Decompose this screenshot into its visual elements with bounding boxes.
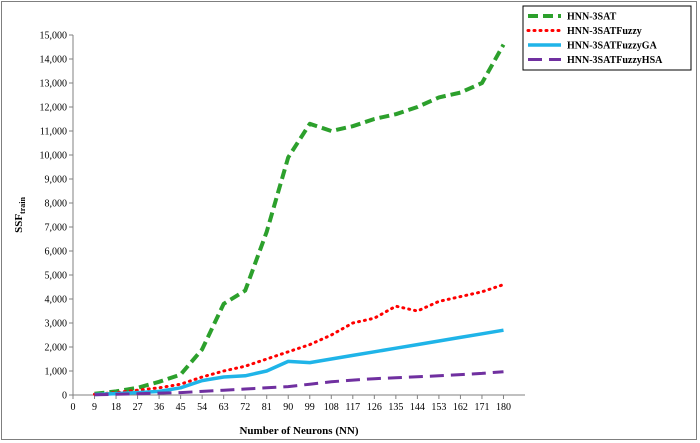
x-tick-label: 99: [305, 402, 315, 413]
series-line-1: [94, 43, 506, 396]
y-tick-label: 4,000: [45, 295, 68, 306]
x-tick-label: 153: [431, 402, 446, 413]
legend-label: HNN-3SAT: [567, 12, 617, 23]
y-axis-title-main: SSF: [13, 214, 25, 233]
x-tick-label: 18: [111, 402, 121, 413]
x-tick-label: 0: [71, 402, 76, 413]
y-tick-label: 14,000: [40, 55, 68, 66]
y-tick-label: 11,000: [40, 127, 67, 138]
x-tick-label: 27: [133, 402, 143, 413]
x-tick-label: 63: [219, 402, 229, 413]
x-tick-label: 72: [240, 402, 250, 413]
x-tick-label: 36: [154, 402, 164, 413]
x-tick-label: 144: [410, 402, 425, 413]
y-tick-label: 7,000: [45, 223, 68, 234]
y-axis-title-sub: train: [18, 197, 27, 214]
x-axis-title: Number of Neurons (NN): [239, 425, 358, 437]
legend-label: HNN-3SATFuzzy: [567, 26, 642, 37]
y-tick-label: 12,000: [40, 103, 68, 114]
x-tick-label: 9: [92, 402, 97, 413]
y-tick-label: 0: [62, 391, 67, 402]
y-tick-label: 1,000: [45, 367, 68, 378]
y-tick-label: 5,000: [45, 271, 68, 282]
series-line-2: [93, 283, 505, 396]
series-line-4: [94, 370, 504, 397]
x-tick-label: 180: [496, 402, 511, 413]
y-tick-label: 15,000: [40, 31, 68, 42]
x-tick-label: 90: [283, 402, 293, 413]
y-tick-label: 9,000: [45, 175, 68, 186]
y-tick-label: 8,000: [45, 199, 68, 210]
y-tick-label: 3,000: [45, 319, 68, 330]
y-axis-title: SSFtrain: [13, 197, 27, 233]
x-tick-label: 171: [474, 402, 489, 413]
legend-label: HNN-3SATFuzzyHSA: [567, 55, 663, 66]
x-tick-label: 135: [388, 402, 403, 413]
y-tick-label: 2,000: [45, 343, 68, 354]
x-tick-label: 126: [367, 402, 382, 413]
x-tick-label: 108: [324, 402, 339, 413]
y-tick-label: 10,000: [40, 151, 68, 162]
x-tick-label: 81: [262, 402, 272, 413]
x-tick-label: 45: [176, 402, 186, 413]
x-tick-label: 54: [197, 402, 207, 413]
legend-label: HNN-3SATFuzzyGA: [567, 41, 658, 52]
series-line-3: [94, 328, 504, 397]
x-tick-label: 117: [345, 402, 360, 413]
x-tick-label: 162: [453, 402, 468, 413]
y-tick-label: 6,000: [45, 247, 68, 258]
y-tick-label: 13,000: [40, 79, 68, 90]
